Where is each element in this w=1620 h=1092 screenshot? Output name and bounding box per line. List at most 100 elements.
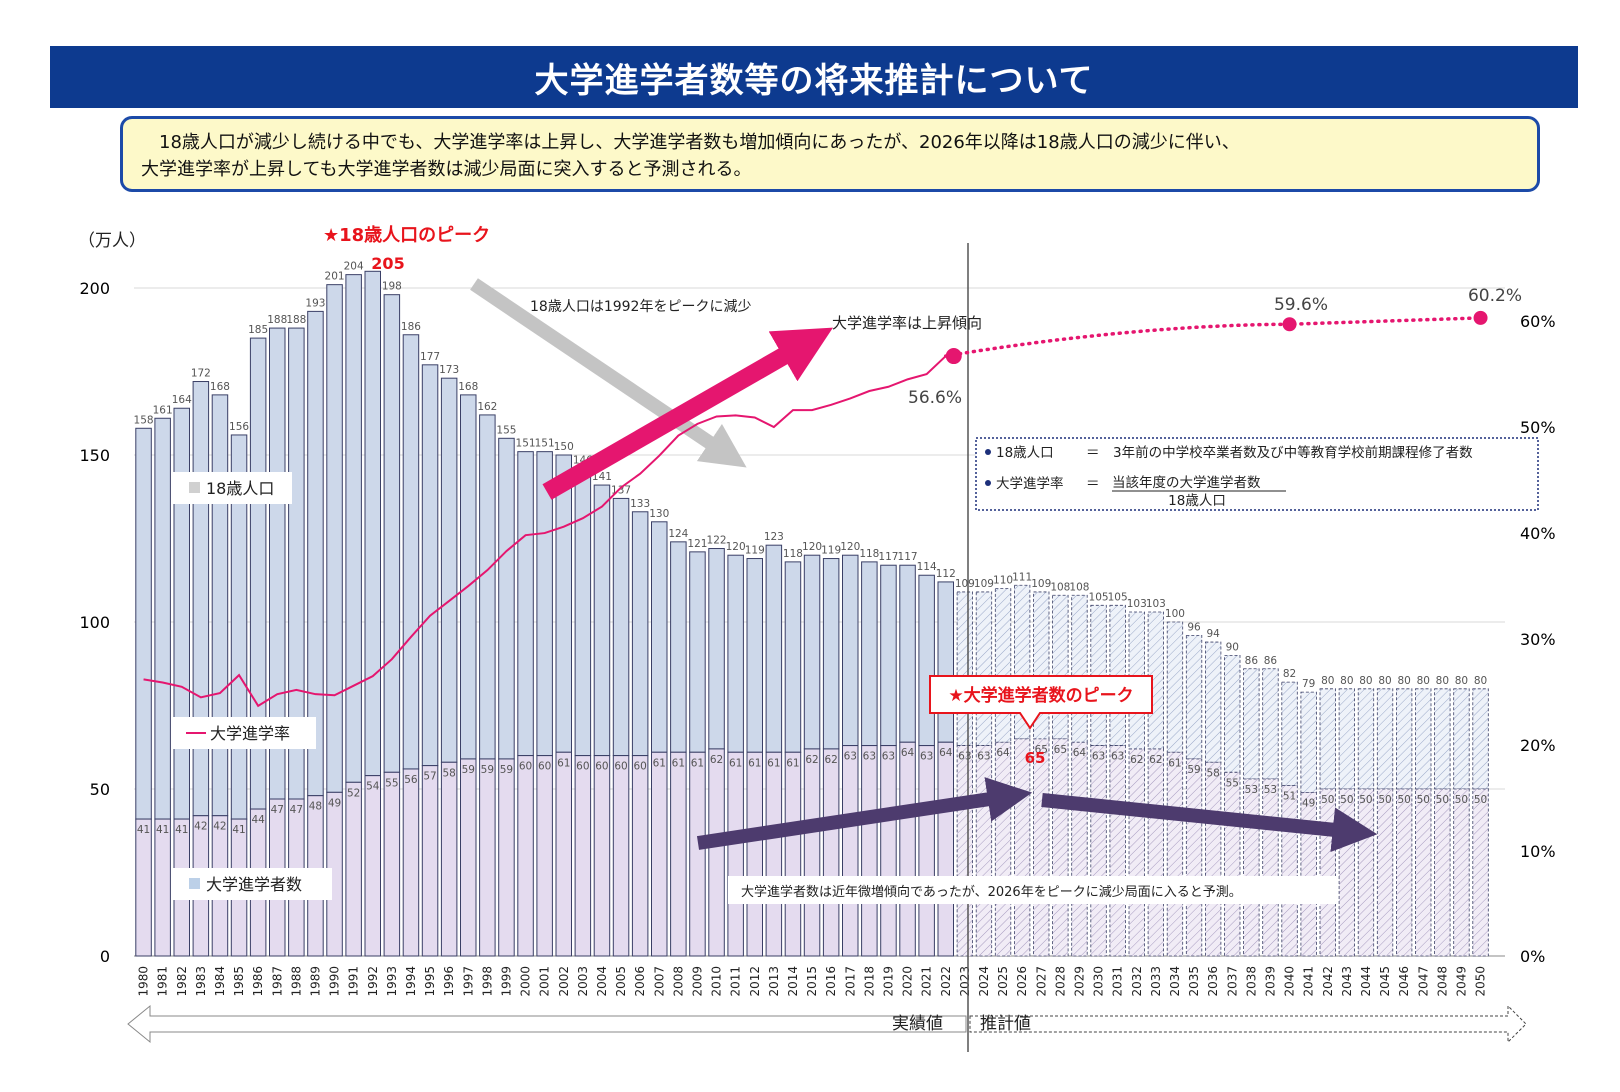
pop-bar [670, 541, 687, 753]
students-bar [593, 755, 611, 957]
students-bar [612, 755, 630, 957]
bar-labels: 158 41 161 41 164 41 172 42 168 42 156 41 185 44 188 47… [134, 261, 1488, 836]
pop-bar [651, 521, 668, 753]
legend-pop-label: 18歳人口 [206, 479, 274, 498]
pop-value-label: 185 [248, 324, 268, 336]
students-note: 大学進学者数は近年微増傾向であったが、2026年をピークに減少局面に入ると予測。 [741, 884, 1242, 900]
students-bar [1014, 738, 1031, 957]
pop-value-label: 133 [630, 498, 650, 510]
pop-bar [1281, 681, 1298, 787]
students-value-label: 61 [729, 757, 742, 769]
y-right-tick: 10% [1520, 842, 1556, 861]
x-tick-label: 1984 [213, 966, 227, 997]
pop-bar [803, 554, 821, 750]
pop-value-label: 168 [210, 381, 230, 393]
students-value-label: 44 [251, 814, 265, 826]
pop-value-label: 80 [1321, 675, 1334, 687]
pop-value-label: 114 [917, 561, 937, 573]
students-bar [880, 745, 897, 957]
x-tick-label: 1992 [366, 966, 380, 997]
x-tick-label: 2017 [843, 966, 857, 997]
students-bar [727, 751, 744, 957]
pop-value-label: 120 [802, 541, 822, 553]
x-tick-label: 2035 [1187, 966, 1201, 997]
pop-value-label: 193 [305, 297, 325, 309]
pop-bar [364, 270, 381, 777]
pop-bar [899, 564, 916, 743]
pop-bar [1185, 634, 1203, 760]
students-bar [1262, 778, 1279, 957]
students-value-label: 50 [1436, 794, 1449, 806]
x-tick-label: 2028 [1053, 966, 1067, 997]
students-bar [364, 775, 381, 957]
pop-value-label: 141 [592, 471, 612, 483]
pop-value-label: 108 [1069, 581, 1089, 593]
period-actual: 実績値 [127, 1004, 967, 1044]
students-value-label: 52 [347, 787, 360, 799]
pop-value-label: 94 [1206, 628, 1220, 640]
students-bar [460, 758, 477, 957]
pop-bar [402, 334, 420, 770]
y-right-tick: 30% [1520, 630, 1556, 649]
x-tick-label: 2030 [1092, 966, 1106, 997]
y-left-tick: 150 [79, 446, 110, 465]
x-tick-label: 1989 [308, 966, 322, 997]
students-value-label: 62 [710, 754, 723, 766]
students-value-label: 62 [1130, 754, 1143, 766]
students-value-label: 50 [1397, 794, 1410, 806]
pop-value-label: 188 [267, 314, 287, 326]
x-tick-label: 1995 [423, 966, 437, 997]
x-tick-label: 1996 [442, 966, 456, 997]
pop-value-label: 122 [707, 535, 727, 547]
pop-bar [1166, 621, 1184, 753]
students-bar [1376, 788, 1394, 957]
pop-value-label: 79 [1302, 678, 1315, 690]
page-title: 大学進学者数等の将来推計について [534, 60, 1094, 101]
pop-bar [421, 364, 439, 767]
students-value-label: 60 [576, 761, 589, 773]
students-peak-value: 65 [1025, 749, 1046, 767]
pop-bar [1243, 668, 1260, 780]
y-left-tick: 0 [100, 947, 110, 966]
students-bar [937, 741, 954, 957]
x-tick-label: 2029 [1072, 966, 1086, 997]
pop-bar [574, 467, 592, 757]
pop-value-label: 120 [726, 541, 746, 553]
students-value-label: 64 [939, 747, 953, 759]
pop-bar [383, 294, 401, 773]
students-value-label: 57 [423, 771, 436, 783]
pop-bar [1319, 688, 1336, 790]
pop-bar [498, 437, 515, 760]
pop-value-label: 158 [134, 414, 154, 426]
students-value-label: 49 [1302, 797, 1315, 809]
students-value-label: 60 [538, 761, 551, 773]
x-tick-label: 2001 [538, 966, 552, 997]
pop-value-label: 103 [1127, 598, 1147, 610]
def-rate-denominator: 18歳人口 [1168, 493, 1226, 509]
x-tick-label: 2034 [1168, 966, 1182, 997]
pop-value-label: 82 [1283, 668, 1296, 680]
pop-value-label: 109 [1031, 578, 1051, 590]
students-value-label: 53 [1245, 784, 1258, 796]
students-bar [1185, 758, 1203, 957]
bars [135, 270, 1489, 957]
pop-value-label: 86 [1264, 655, 1278, 667]
students-bar [1396, 788, 1413, 957]
x-tick-label: 2024 [977, 966, 991, 997]
legend-students-label: 大学進学者数 [206, 875, 302, 894]
students-value-label: 60 [595, 761, 608, 773]
y-right-tick: 0% [1520, 947, 1545, 966]
def-rate-numerator: 当該年度の大学進学者数 [1112, 475, 1261, 491]
students-value-label: 65 [1054, 744, 1067, 756]
pop-value-label: 90 [1226, 641, 1239, 653]
summary-box: 18歳人口が減少し続ける中でも、大学進学率は上昇し、大学進学者数も増加傾向にあっ… [120, 116, 1540, 192]
students-value-label: 60 [519, 761, 532, 773]
pop-bar [975, 591, 993, 746]
x-tick-label: 1991 [347, 966, 361, 997]
students-bar [154, 818, 171, 957]
pop-value-label: 151 [516, 438, 536, 450]
pop-bar [880, 564, 897, 747]
summary-line-2: 大学進学率が上昇しても大学進学者数は減少局面に突入すると予測される。 [141, 159, 752, 180]
students-value-label: 58 [1206, 767, 1219, 779]
x-tick-label: 1983 [194, 966, 208, 997]
